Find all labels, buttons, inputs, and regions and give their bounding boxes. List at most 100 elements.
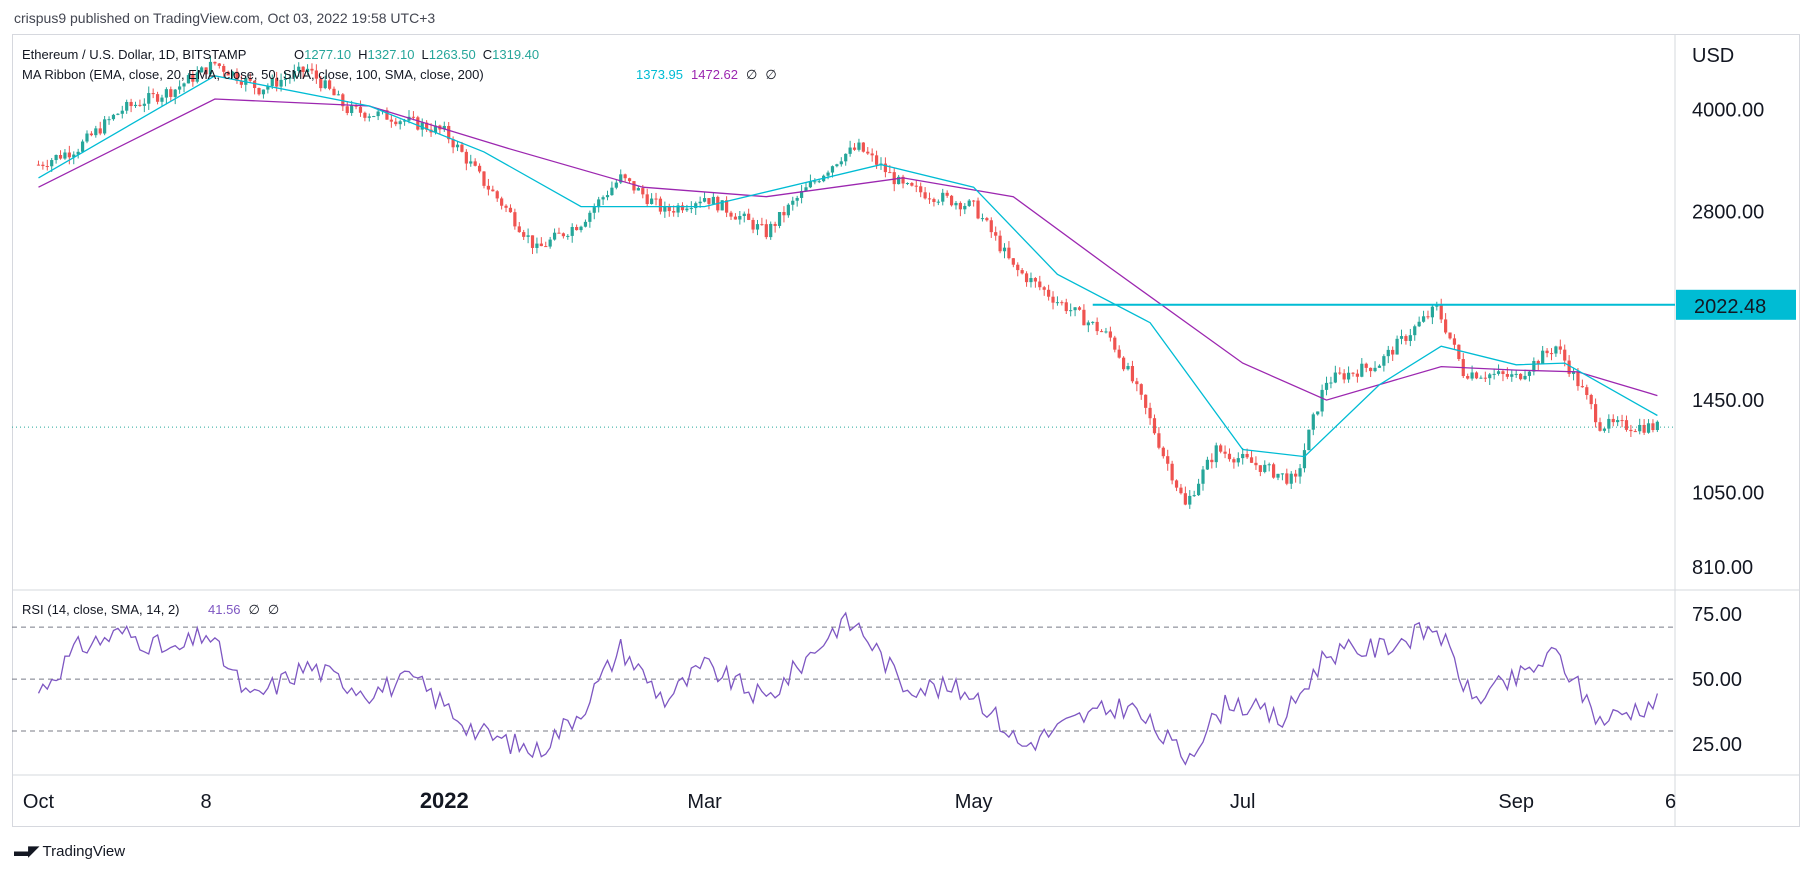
candle-body — [994, 232, 998, 236]
candle — [839, 157, 843, 167]
price-tick-label: 1050.00 — [1692, 482, 1764, 504]
candle — [548, 236, 552, 249]
candle-body — [575, 227, 579, 231]
candle-body — [248, 77, 252, 81]
candle — [350, 100, 354, 116]
candle-body — [508, 207, 513, 213]
time-tick-label: May — [955, 791, 993, 813]
candle — [1210, 453, 1214, 469]
candle — [782, 206, 786, 223]
candle-body — [76, 151, 80, 155]
candle-body — [949, 195, 954, 206]
candle — [1294, 469, 1298, 483]
candle-body — [1408, 335, 1412, 341]
candle — [1135, 377, 1139, 392]
candle-body — [1232, 459, 1236, 463]
candle — [332, 86, 336, 96]
candle — [1069, 303, 1073, 317]
candle — [367, 113, 371, 122]
candle-body — [283, 78, 288, 80]
candle-body — [1413, 326, 1417, 336]
candle — [1077, 306, 1082, 311]
candle — [1377, 364, 1382, 368]
price-pane[interactable] — [12, 55, 1675, 509]
candle-body — [186, 75, 191, 84]
rsi-pane[interactable] — [12, 611, 1675, 766]
candle — [1417, 316, 1421, 328]
candle-body — [777, 212, 782, 226]
candle — [583, 219, 588, 228]
candle — [813, 178, 817, 185]
candle-body — [1633, 431, 1637, 433]
candle — [760, 217, 764, 226]
candle-body — [111, 114, 116, 120]
candle — [1117, 345, 1121, 359]
candle — [535, 237, 539, 254]
candle — [1055, 296, 1060, 306]
candle — [230, 71, 235, 79]
candle — [1038, 275, 1042, 291]
candle-body — [733, 216, 738, 220]
candle — [680, 202, 685, 213]
candle-body — [420, 122, 424, 130]
candle-body — [1351, 372, 1355, 374]
candle — [164, 87, 168, 105]
candle — [702, 192, 707, 203]
candle — [742, 211, 746, 223]
candle — [989, 217, 993, 238]
candle — [155, 91, 160, 105]
candle — [495, 190, 499, 202]
candle — [482, 171, 486, 189]
candle — [676, 202, 680, 218]
candle-body — [941, 192, 945, 202]
legend-ohlc: O1277.10 H1327.10 L1263.50 C1319.40 — [294, 47, 539, 62]
candle — [1514, 370, 1518, 378]
candle-body — [932, 199, 936, 202]
candle-body — [667, 206, 671, 212]
candle — [1532, 357, 1536, 376]
candle-body — [213, 61, 217, 64]
candle — [954, 201, 958, 210]
candle-body — [1201, 469, 1205, 484]
candle — [1285, 468, 1289, 486]
candle-body — [1580, 386, 1584, 388]
candle-body — [36, 164, 41, 166]
rsi-tick-label: 25.00 — [1692, 734, 1742, 756]
candle — [1523, 369, 1527, 381]
candle-body — [1073, 307, 1077, 311]
candle-body — [1545, 350, 1549, 354]
candle-body — [998, 235, 1002, 252]
candle — [557, 227, 561, 234]
candle-body — [967, 200, 971, 206]
candle-body — [1593, 404, 1598, 423]
candle — [1298, 463, 1302, 484]
candle-body — [742, 213, 746, 217]
candle — [769, 221, 773, 240]
candle — [266, 83, 270, 94]
candle — [103, 115, 107, 136]
candle-body — [1395, 338, 1399, 355]
candle — [729, 210, 733, 221]
candle-body — [133, 104, 138, 107]
candle-body — [72, 154, 76, 158]
candle-body — [1369, 367, 1373, 372]
candle-body — [522, 232, 526, 237]
candle — [976, 197, 980, 220]
candle — [958, 201, 962, 217]
candle-body — [120, 110, 124, 114]
candle — [297, 62, 301, 78]
candle-body — [1474, 372, 1479, 379]
candle — [972, 199, 976, 207]
candle-body — [601, 197, 605, 200]
candle-body — [711, 196, 715, 204]
candle-body — [1342, 373, 1346, 380]
candle — [1139, 383, 1143, 400]
candle — [1585, 384, 1589, 400]
candle-body — [1492, 373, 1496, 375]
tradingview-logo[interactable]: ▬◤ TradingView — [14, 842, 125, 861]
candle — [1333, 365, 1337, 384]
candle-body — [1620, 420, 1624, 422]
candle-body — [1576, 371, 1580, 387]
candle — [936, 199, 940, 206]
